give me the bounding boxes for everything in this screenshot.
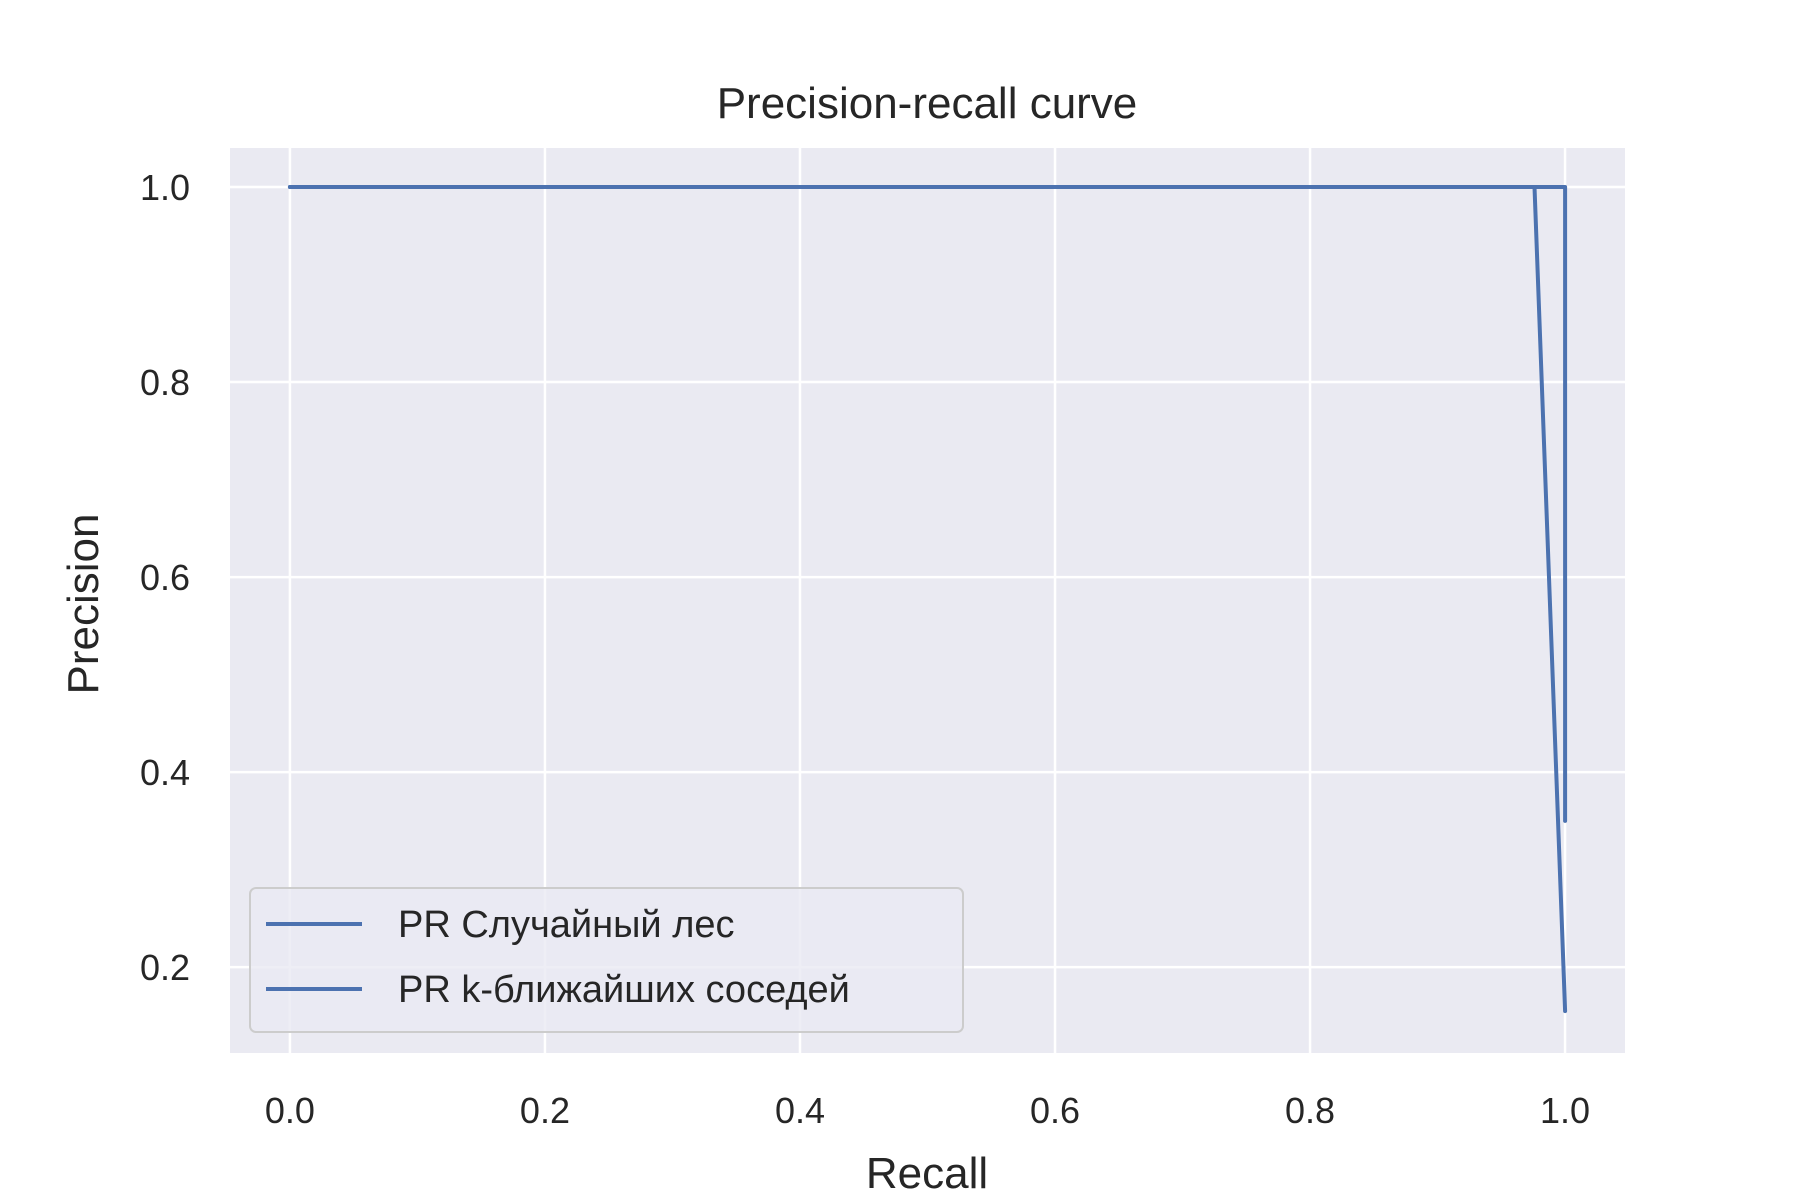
series-layer (287, 185, 1568, 1014)
x-tick-label: 0.4 (775, 1090, 825, 1131)
y-tick-label: 1.0 (140, 167, 190, 208)
y-tick-label: 0.8 (140, 362, 190, 403)
x-axis-label: Recall (866, 1149, 988, 1198)
legend-box (249, 887, 964, 1033)
x-tick-label: 0.6 (1030, 1090, 1080, 1131)
x-tick-label: 1.0 (1540, 1090, 1590, 1131)
x-tick-label: 0.2 (520, 1090, 570, 1131)
y-tick-label: 0.6 (140, 557, 190, 598)
series-line-1 (287, 185, 1568, 1014)
y-axis-label: Precision (59, 514, 108, 695)
y-tick-label: 0.2 (140, 947, 190, 988)
y-tick-label: 0.4 (140, 752, 190, 793)
y-tick-labels: 0.2 0.4 0.6 0.8 1.0 (140, 167, 190, 988)
x-tick-labels: 0.0 0.2 0.4 0.6 0.8 1.0 (265, 1090, 1590, 1131)
legend: PR Случайный лес PR k-ближайших соседей (249, 887, 964, 1033)
x-tick-label: 0.8 (1285, 1090, 1335, 1131)
legend-label-knn: PR k-ближайших соседей (398, 969, 850, 1011)
x-tick-label: 0.0 (265, 1090, 315, 1131)
legend-label-random-forest: PR Случайный лес (398, 904, 735, 946)
chart-title: Precision-recall curve (717, 79, 1138, 128)
